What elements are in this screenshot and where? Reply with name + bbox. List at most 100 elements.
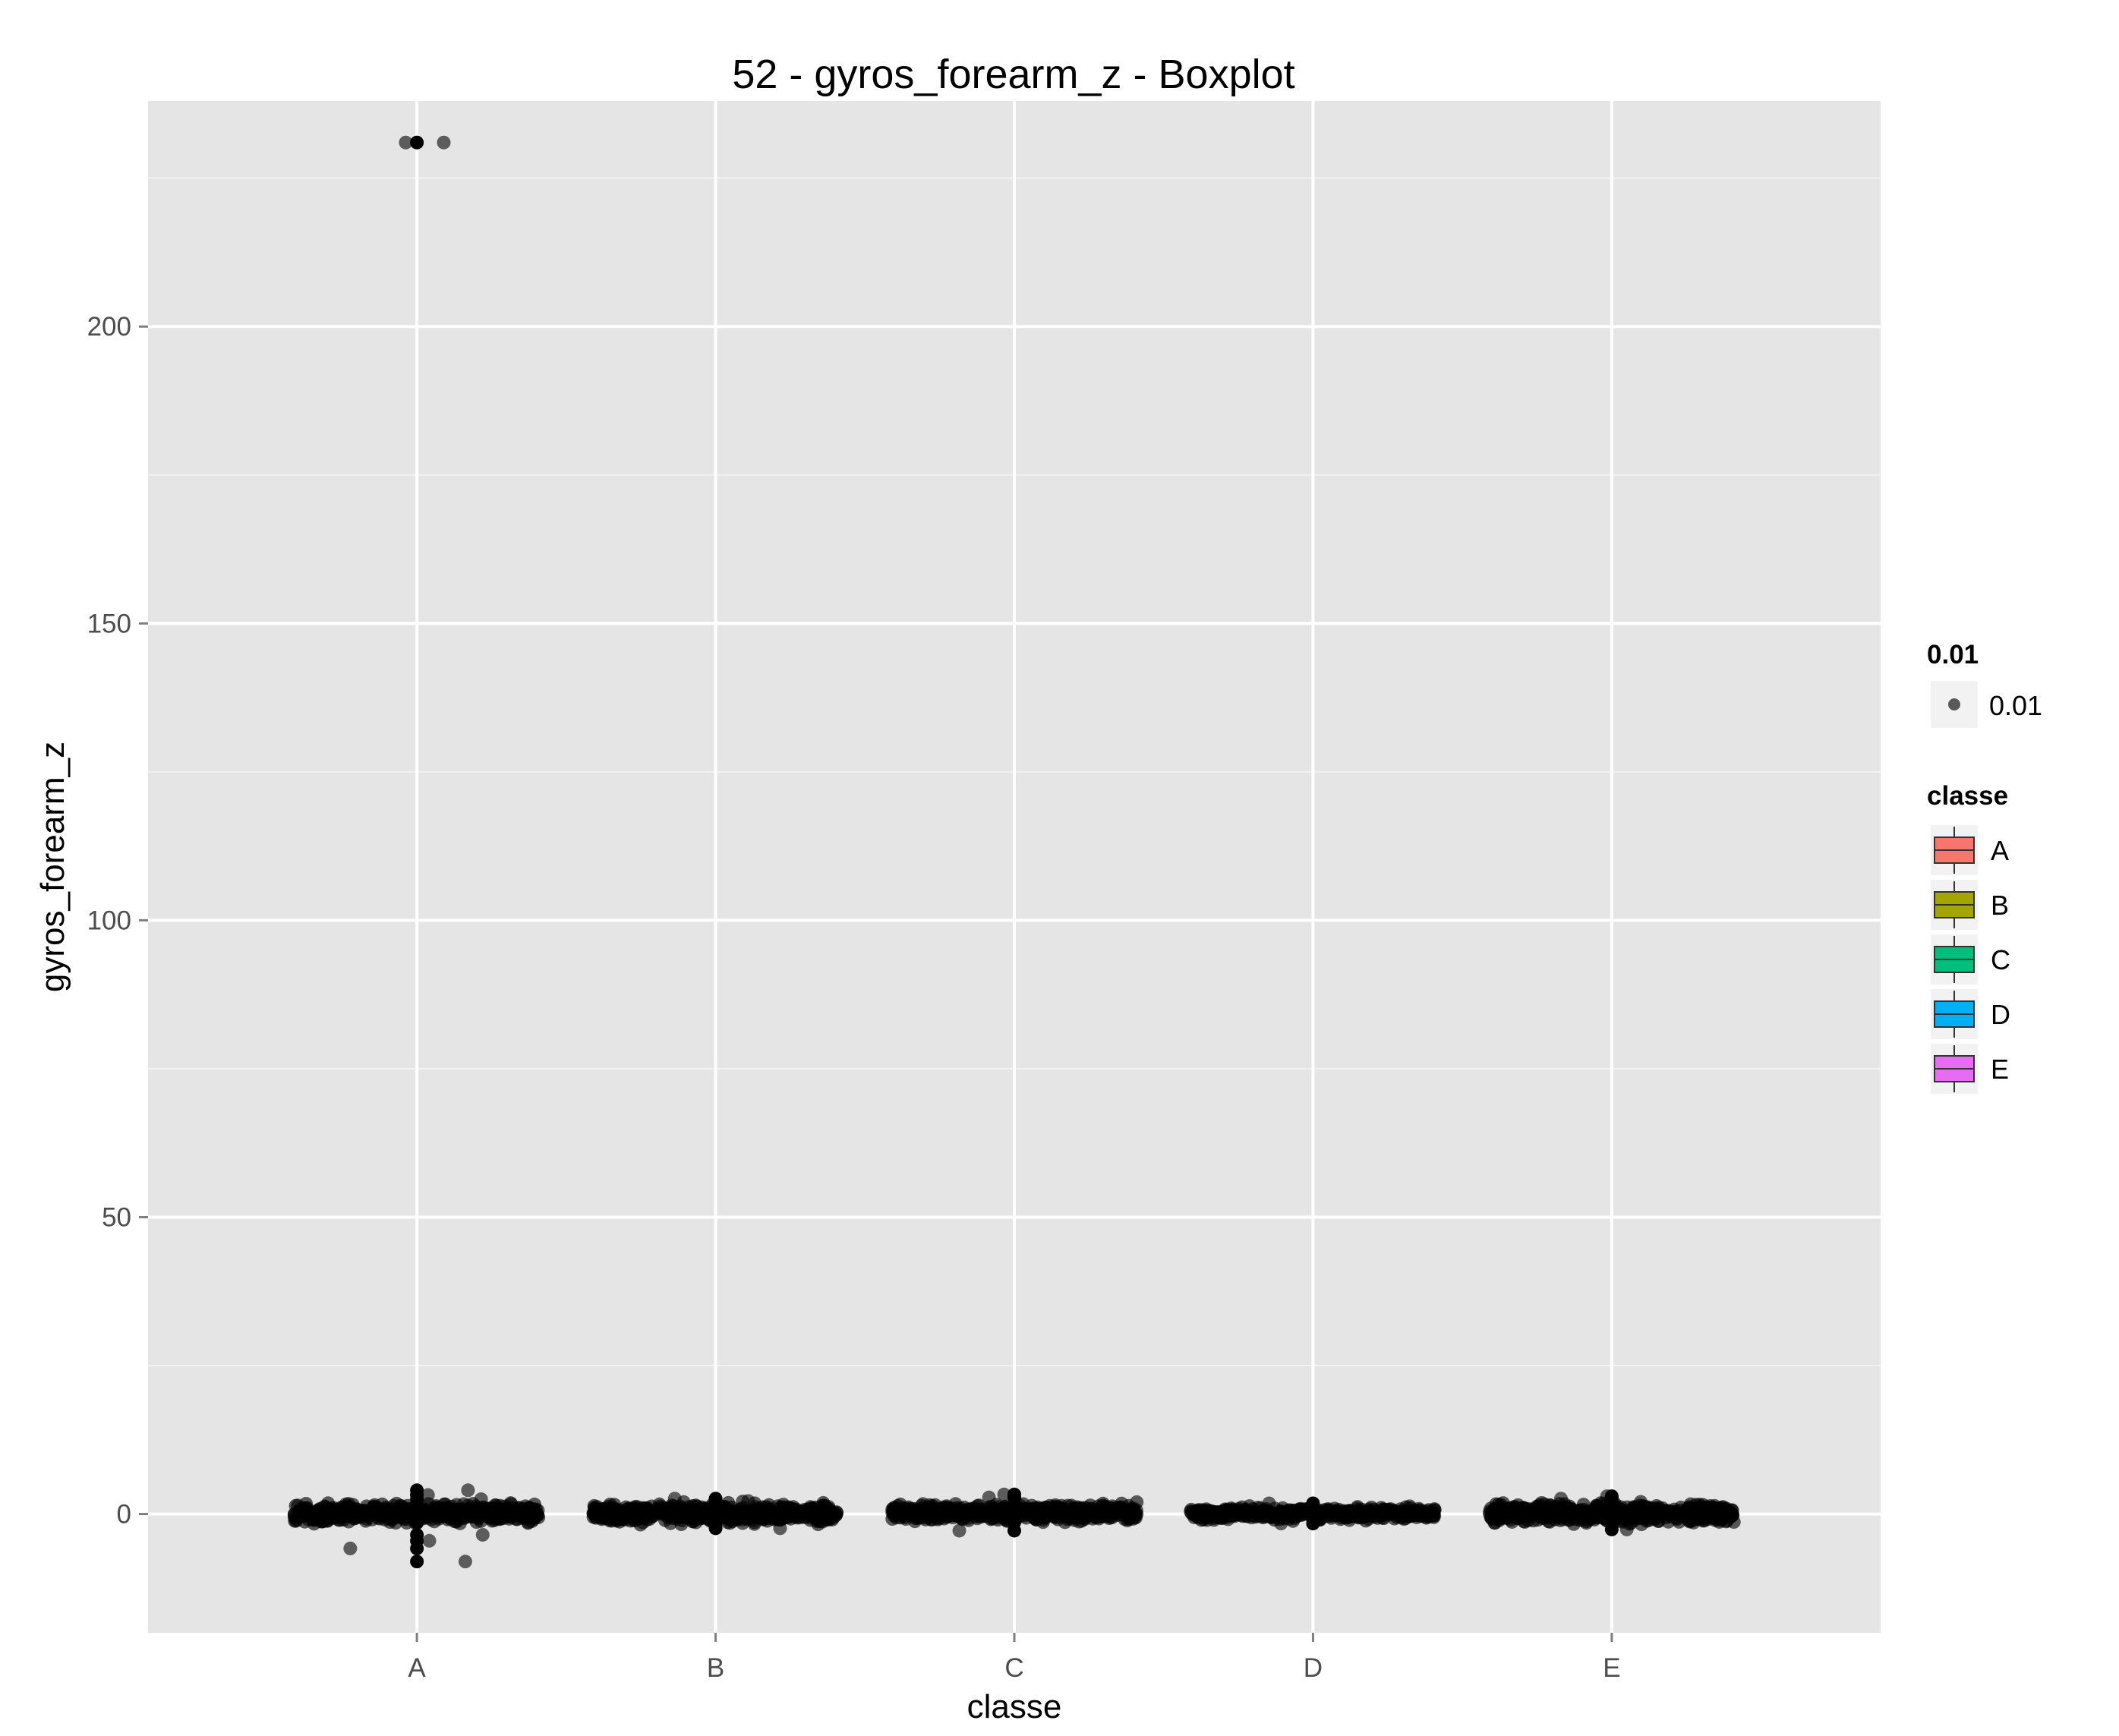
jitter-point [1042, 1506, 1056, 1520]
center-point-B [708, 1496, 723, 1511]
jitter-point [1320, 1509, 1334, 1523]
jitter-point [1724, 1509, 1739, 1523]
jitter-point [635, 1505, 650, 1520]
jitter-point [1281, 1507, 1295, 1521]
legend-item-B: B [1931, 880, 2009, 930]
x-tick-label: C [1004, 1653, 1023, 1683]
jitter-point [337, 1504, 352, 1519]
jitter-point [1422, 1506, 1436, 1520]
jitter-point [1214, 1511, 1228, 1526]
chart-marks [287, 135, 1741, 1569]
jitter-point [1494, 1507, 1509, 1521]
legend-label-B: B [1991, 890, 2009, 921]
jitter-point [1341, 1511, 1355, 1525]
jitter-point [292, 1504, 307, 1519]
jitter-point [683, 1509, 698, 1523]
legend-label-D: D [1991, 999, 2010, 1030]
legend-item-C: C [1931, 934, 2010, 985]
outlier-point-A [410, 1541, 424, 1555]
x-axis-title: classe [967, 1688, 1062, 1725]
jitter-points-A [287, 135, 546, 1569]
x-axis-ticks: A B C D E [408, 1633, 1621, 1683]
y-tick-label: 150 [87, 609, 131, 638]
jitter-point [607, 1498, 622, 1512]
jitter-point [727, 1508, 741, 1522]
jitter-point [588, 1505, 603, 1520]
jitter-point [1692, 1498, 1707, 1512]
legend-item-D: D [1931, 989, 2010, 1039]
y-tick-label: 0 [117, 1500, 131, 1530]
x-tick-label: D [1304, 1653, 1323, 1683]
grid-lines [148, 101, 1881, 1633]
legend-label-C: C [1991, 944, 2010, 975]
jitter-point [1619, 1522, 1634, 1536]
jitter-point [1077, 1504, 1092, 1519]
jitter-point [1714, 1513, 1729, 1527]
y-tick-label: 50 [102, 1202, 131, 1232]
legend-point-label: 0.01 [1989, 690, 2042, 721]
box-group-B [586, 1492, 844, 1536]
center-point-C [1007, 1498, 1021, 1512]
jitter-point [1402, 1504, 1417, 1518]
outlier-point-A [410, 135, 424, 150]
jitter-point [485, 1514, 500, 1528]
jitter-point [343, 1541, 358, 1555]
jitter-point [1522, 1504, 1537, 1519]
box-group-C [885, 1487, 1144, 1538]
jitter-point [821, 1504, 836, 1519]
jitter-point [424, 1508, 438, 1523]
jitter-point [1585, 1511, 1599, 1526]
legend-point-title: 0.01 [1927, 640, 1979, 670]
jitter-point [422, 1533, 437, 1548]
jitter-point [359, 1511, 374, 1526]
box-group-A [287, 135, 546, 1569]
center-point-D [1306, 1499, 1320, 1514]
jitter-point [511, 1507, 525, 1521]
jitter-point [1274, 1517, 1288, 1531]
jitter-point [990, 1511, 1004, 1525]
legend-point-size: 0.01 0.01 [1927, 640, 2042, 728]
jitter-point [472, 1506, 487, 1520]
jitter-point [1616, 1509, 1630, 1523]
jitter-point [475, 1527, 490, 1542]
jitter-point [1030, 1507, 1045, 1521]
jitter-point [968, 1507, 982, 1521]
outlier-point-A [410, 1555, 424, 1569]
jitter-point [1262, 1496, 1276, 1511]
legend-label-A: A [1991, 835, 2009, 866]
x-tick-label: B [707, 1653, 724, 1683]
jitter-point [739, 1504, 753, 1518]
center-point-A [410, 1498, 424, 1512]
jitter-point [1547, 1503, 1561, 1517]
jitter-point [437, 1497, 452, 1511]
legend-item-A: A [1931, 825, 2009, 875]
x-tick-label: A [408, 1653, 426, 1683]
chart-title: 52 - gyros_forearm_z - Boxplot [732, 52, 1294, 97]
jitter-point [1370, 1511, 1385, 1525]
jitter-point [915, 1509, 929, 1523]
jitter-point [1121, 1511, 1136, 1526]
jitter-point [1383, 1506, 1398, 1520]
jitter-point [1536, 1508, 1550, 1523]
y-tick-label: 100 [87, 906, 131, 935]
jitter-point [755, 1504, 769, 1518]
jitter-point [667, 1492, 682, 1506]
jitter-point [952, 1523, 966, 1538]
jitter-point [496, 1508, 510, 1522]
jitter-point [809, 1510, 824, 1524]
box-group-E [1483, 1489, 1741, 1536]
center-point-E [1604, 1496, 1619, 1511]
jitter-point [1589, 1498, 1603, 1513]
jitter-point [888, 1505, 902, 1520]
jitter-point [525, 1514, 539, 1528]
jitter-point [787, 1503, 802, 1517]
y-axis-ticks: 0 50 100 150 200 [87, 312, 148, 1530]
jitter-point [1199, 1507, 1213, 1521]
jitter-point [421, 1488, 435, 1502]
jitter-point [454, 1505, 468, 1520]
jitter-point [315, 1511, 330, 1526]
jitter-point [1644, 1508, 1658, 1522]
jitter-point [741, 1494, 755, 1508]
jitter-point [1566, 1504, 1581, 1519]
